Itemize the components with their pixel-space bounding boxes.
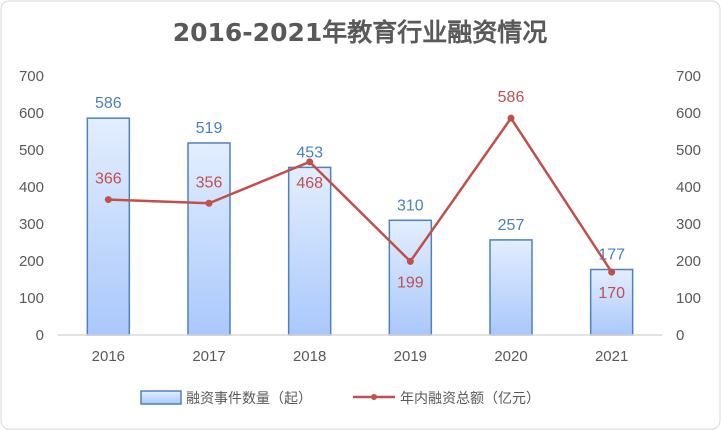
y-right-tick-label: 600 — [676, 105, 701, 122]
line-data-label: 356 — [196, 174, 223, 191]
y-right-tick-label: 0 — [676, 327, 684, 344]
y-right-tick-label: 100 — [676, 290, 701, 307]
y-right-tick-label: 200 — [676, 253, 701, 270]
bar — [589, 268, 634, 336]
y-left-tick-label: 0 — [36, 327, 44, 344]
line-data-label: 199 — [397, 274, 424, 291]
line-data-label: 586 — [498, 89, 525, 106]
y-right-tick-label: 300 — [676, 216, 701, 233]
line-data-label: 468 — [296, 175, 323, 192]
legend: 融资事件数量（起） 年内融资总额（亿元） — [140, 390, 540, 407]
x-tick-label: 2017 — [192, 348, 225, 365]
line-series — [108, 115, 613, 273]
bar-data-label: 519 — [196, 120, 223, 137]
bar-data-label: 586 — [95, 95, 122, 112]
y-left-tick-label: 300 — [19, 216, 44, 233]
line-marker — [205, 199, 213, 207]
y-right-tick-label: 700 — [676, 68, 701, 85]
line-marker — [608, 268, 616, 276]
legend-line-marker — [371, 394, 377, 400]
x-tick-label: 2019 — [394, 348, 427, 365]
plot-area: 0 100 200 300 400 500 600 700 0 100 200 300 400 500 60… — [19, 68, 701, 365]
bar — [187, 142, 231, 336]
y-left-tick-label: 500 — [19, 142, 44, 159]
x-tick-label: 2018 — [293, 348, 326, 365]
y-right-tick-label: 400 — [676, 179, 701, 196]
bar-data-label: 177 — [598, 247, 625, 264]
line-data-label: 366 — [95, 171, 122, 188]
legend-bar-swatch — [140, 390, 182, 405]
line-marker — [104, 196, 112, 204]
line-marker — [507, 114, 515, 122]
bar — [86, 117, 131, 336]
bar-data-label: 257 — [498, 217, 525, 234]
y-right-tick-label: 500 — [676, 142, 701, 159]
x-tick-label: 2021 — [595, 348, 628, 365]
bar — [287, 166, 332, 336]
legend-line-label: 年内融资总额（亿元） — [400, 391, 540, 407]
y-left-tick-label: 200 — [19, 253, 44, 270]
bar — [489, 239, 533, 336]
line-data-label: 170 — [598, 285, 625, 302]
line-marker — [306, 158, 314, 166]
y-left-tick-label: 600 — [19, 105, 44, 122]
bar-data-label: 310 — [397, 197, 424, 214]
chart-title: 2016-2021年教育行业融资情况 — [173, 18, 548, 47]
y-left-tick-label: 700 — [19, 68, 44, 85]
x-tick-label: 2016 — [92, 348, 125, 365]
legend-bar-label: 融资事件数量（起） — [186, 391, 312, 407]
line-marker — [406, 257, 414, 265]
y-left-tick-label: 100 — [19, 290, 44, 307]
x-tick-label: 2020 — [494, 348, 527, 365]
y-left-tick-label: 400 — [19, 179, 44, 196]
bar-data-label: 453 — [296, 144, 323, 161]
